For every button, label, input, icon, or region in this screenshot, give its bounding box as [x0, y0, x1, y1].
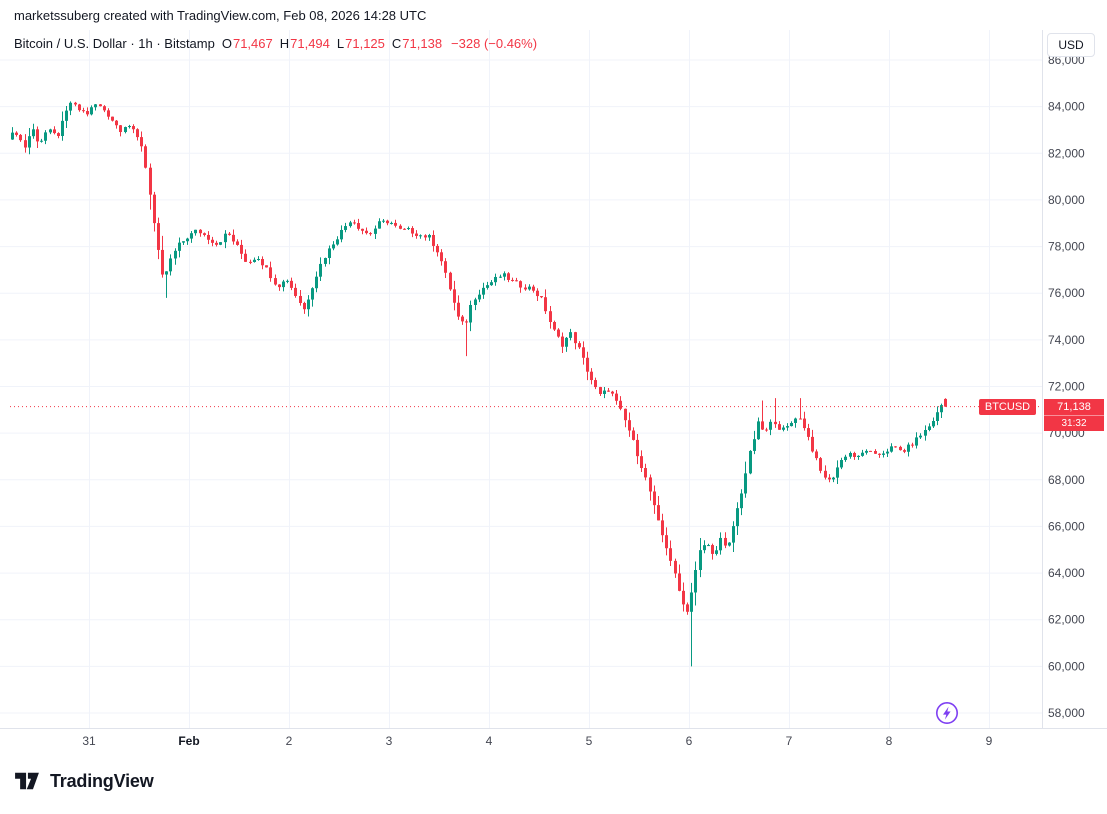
svg-text:80,000: 80,000 — [1048, 193, 1085, 207]
svg-text:60,000: 60,000 — [1048, 659, 1085, 673]
svg-text:6: 6 — [686, 734, 693, 748]
svg-text:76,000: 76,000 — [1048, 286, 1085, 300]
legend: Bitcoin / U.S. Dollar · 1h · Bitstamp O … — [14, 36, 537, 51]
svg-text:58,000: 58,000 — [1048, 706, 1085, 720]
svg-text:64,000: 64,000 — [1048, 566, 1085, 580]
svg-text:2: 2 — [286, 734, 293, 748]
svg-text:9: 9 — [986, 734, 993, 748]
svg-text:7: 7 — [786, 734, 793, 748]
last-price-badge: 71,138 — [1044, 399, 1104, 415]
ohlc-open: O 71,467 — [221, 36, 273, 51]
bar-countdown-badge: 31:32 — [1044, 415, 1104, 431]
ohlc-close: C 71,138 — [391, 36, 443, 51]
svg-text:31: 31 — [82, 734, 96, 748]
symbol-badge: BTCUSD — [979, 399, 1036, 415]
currency-button[interactable]: USD — [1047, 33, 1095, 57]
svg-text:3: 3 — [386, 734, 393, 748]
svg-text:74,000: 74,000 — [1048, 333, 1085, 347]
svg-text:4: 4 — [486, 734, 493, 748]
price-change: −328 (−0.46%) — [451, 36, 538, 51]
svg-text:66,000: 66,000 — [1048, 519, 1085, 533]
svg-text:8: 8 — [886, 734, 893, 748]
flash-icon[interactable] — [934, 700, 960, 726]
attribution-text: marketssuberg created with TradingView.c… — [14, 8, 427, 23]
svg-text:Feb: Feb — [178, 734, 199, 748]
svg-text:62,000: 62,000 — [1048, 613, 1085, 627]
svg-text:84,000: 84,000 — [1048, 100, 1085, 114]
symbol-title[interactable]: Bitcoin / U.S. Dollar · 1h · Bitstamp — [14, 36, 215, 51]
svg-text:68,000: 68,000 — [1048, 473, 1085, 487]
svg-text:5: 5 — [586, 734, 593, 748]
logo-text: TradingView — [50, 770, 154, 791]
svg-text:72,000: 72,000 — [1048, 380, 1085, 394]
svg-text:82,000: 82,000 — [1048, 146, 1085, 160]
ohlc-low: L 71,125 — [336, 36, 385, 51]
tradingview-mark-icon — [15, 772, 39, 790]
tradingview-logo[interactable]: TradingView — [12, 770, 154, 792]
svg-text:78,000: 78,000 — [1048, 240, 1085, 254]
ohlc-high: H 71,494 — [279, 36, 330, 51]
